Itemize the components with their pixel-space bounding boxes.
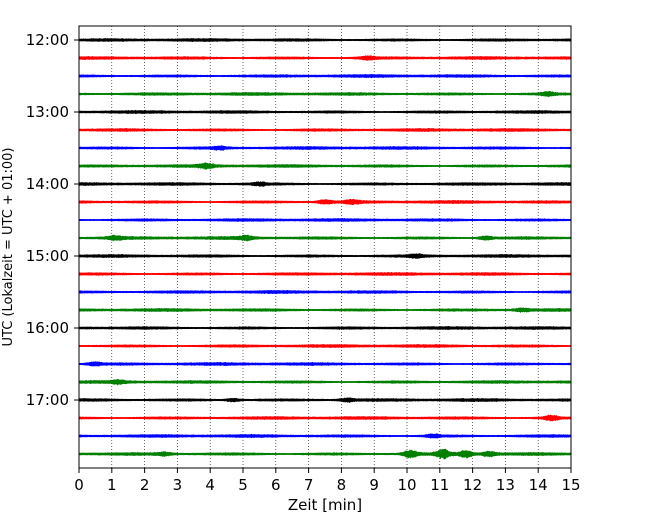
- seismogram-trace: [78, 397, 572, 403]
- x-tick-label: 14: [529, 476, 548, 494]
- x-tick-label: 15: [561, 476, 580, 494]
- seismogram-trace: [78, 162, 572, 170]
- y-tick-label: 17:00: [26, 391, 69, 409]
- x-tick-label: 3: [173, 476, 183, 494]
- seismogram-trace: [78, 55, 572, 61]
- seismogram-trace: [78, 218, 572, 222]
- seismogram-trace: [78, 289, 572, 295]
- x-tick-label: 13: [496, 476, 515, 494]
- seismogram-trace: [78, 198, 572, 206]
- seismogram-trace: [78, 128, 572, 133]
- plot-frame: [78, 25, 572, 469]
- y-tick-label: 15:00: [26, 247, 69, 265]
- seismogram-trace: [78, 344, 572, 348]
- seismogram-trace: [78, 414, 572, 422]
- seismogram-traces: [78, 38, 572, 460]
- seismogram-trace: [78, 145, 572, 151]
- x-tick-label: 8: [337, 476, 347, 494]
- x-tick-label: 11: [430, 476, 449, 494]
- x-tick-label: 12: [463, 476, 482, 494]
- seismogram-trace: [78, 73, 572, 79]
- x-axis-ticks: 0 1 2 3 4 5 6 7 8 9 10 11 12 13 14 15: [74, 468, 581, 494]
- seismogram-trace: [78, 448, 572, 460]
- seismogram-trace: [78, 38, 572, 43]
- y-tick-label: 16:00: [26, 319, 69, 337]
- y-tick-label: 13:00: [26, 103, 69, 121]
- x-tick-label: 10: [397, 476, 416, 494]
- y-axis-title: UTC (Lokalzeit = UTC + 01:00): [1, 148, 16, 347]
- x-axis-title: Zeit [min]: [288, 496, 362, 514]
- y-axis-ticks: 12:00 13:00 14:00 15:00 16:00 17:00: [26, 31, 79, 409]
- x-tick-label: 5: [238, 476, 248, 494]
- y-tick-label: 12:00: [26, 31, 69, 49]
- x-tick-label: 1: [107, 476, 117, 494]
- x-tick-label: 4: [205, 476, 215, 494]
- seismogram-trace: [78, 234, 572, 242]
- x-tick-label: 6: [271, 476, 281, 494]
- x-tick-label: 2: [140, 476, 150, 494]
- seismogram-trace: [78, 378, 572, 386]
- x-tick-label: 7: [304, 476, 314, 494]
- seismogram-trace: [78, 253, 572, 259]
- seismogram-trace: [78, 109, 572, 115]
- seismogram-trace: [78, 181, 572, 187]
- seismogram-trace: [78, 326, 572, 330]
- seismogram-trace: [78, 307, 572, 313]
- x-tick-label: 0: [74, 476, 84, 494]
- seismogram-trace: [78, 361, 572, 367]
- x-tick-label: 9: [369, 476, 379, 494]
- seismogram-trace: [78, 271, 572, 276]
- seismogram-trace: [78, 90, 572, 98]
- seismogram-trace: [78, 433, 572, 439]
- y-tick-label: 14:00: [26, 175, 69, 193]
